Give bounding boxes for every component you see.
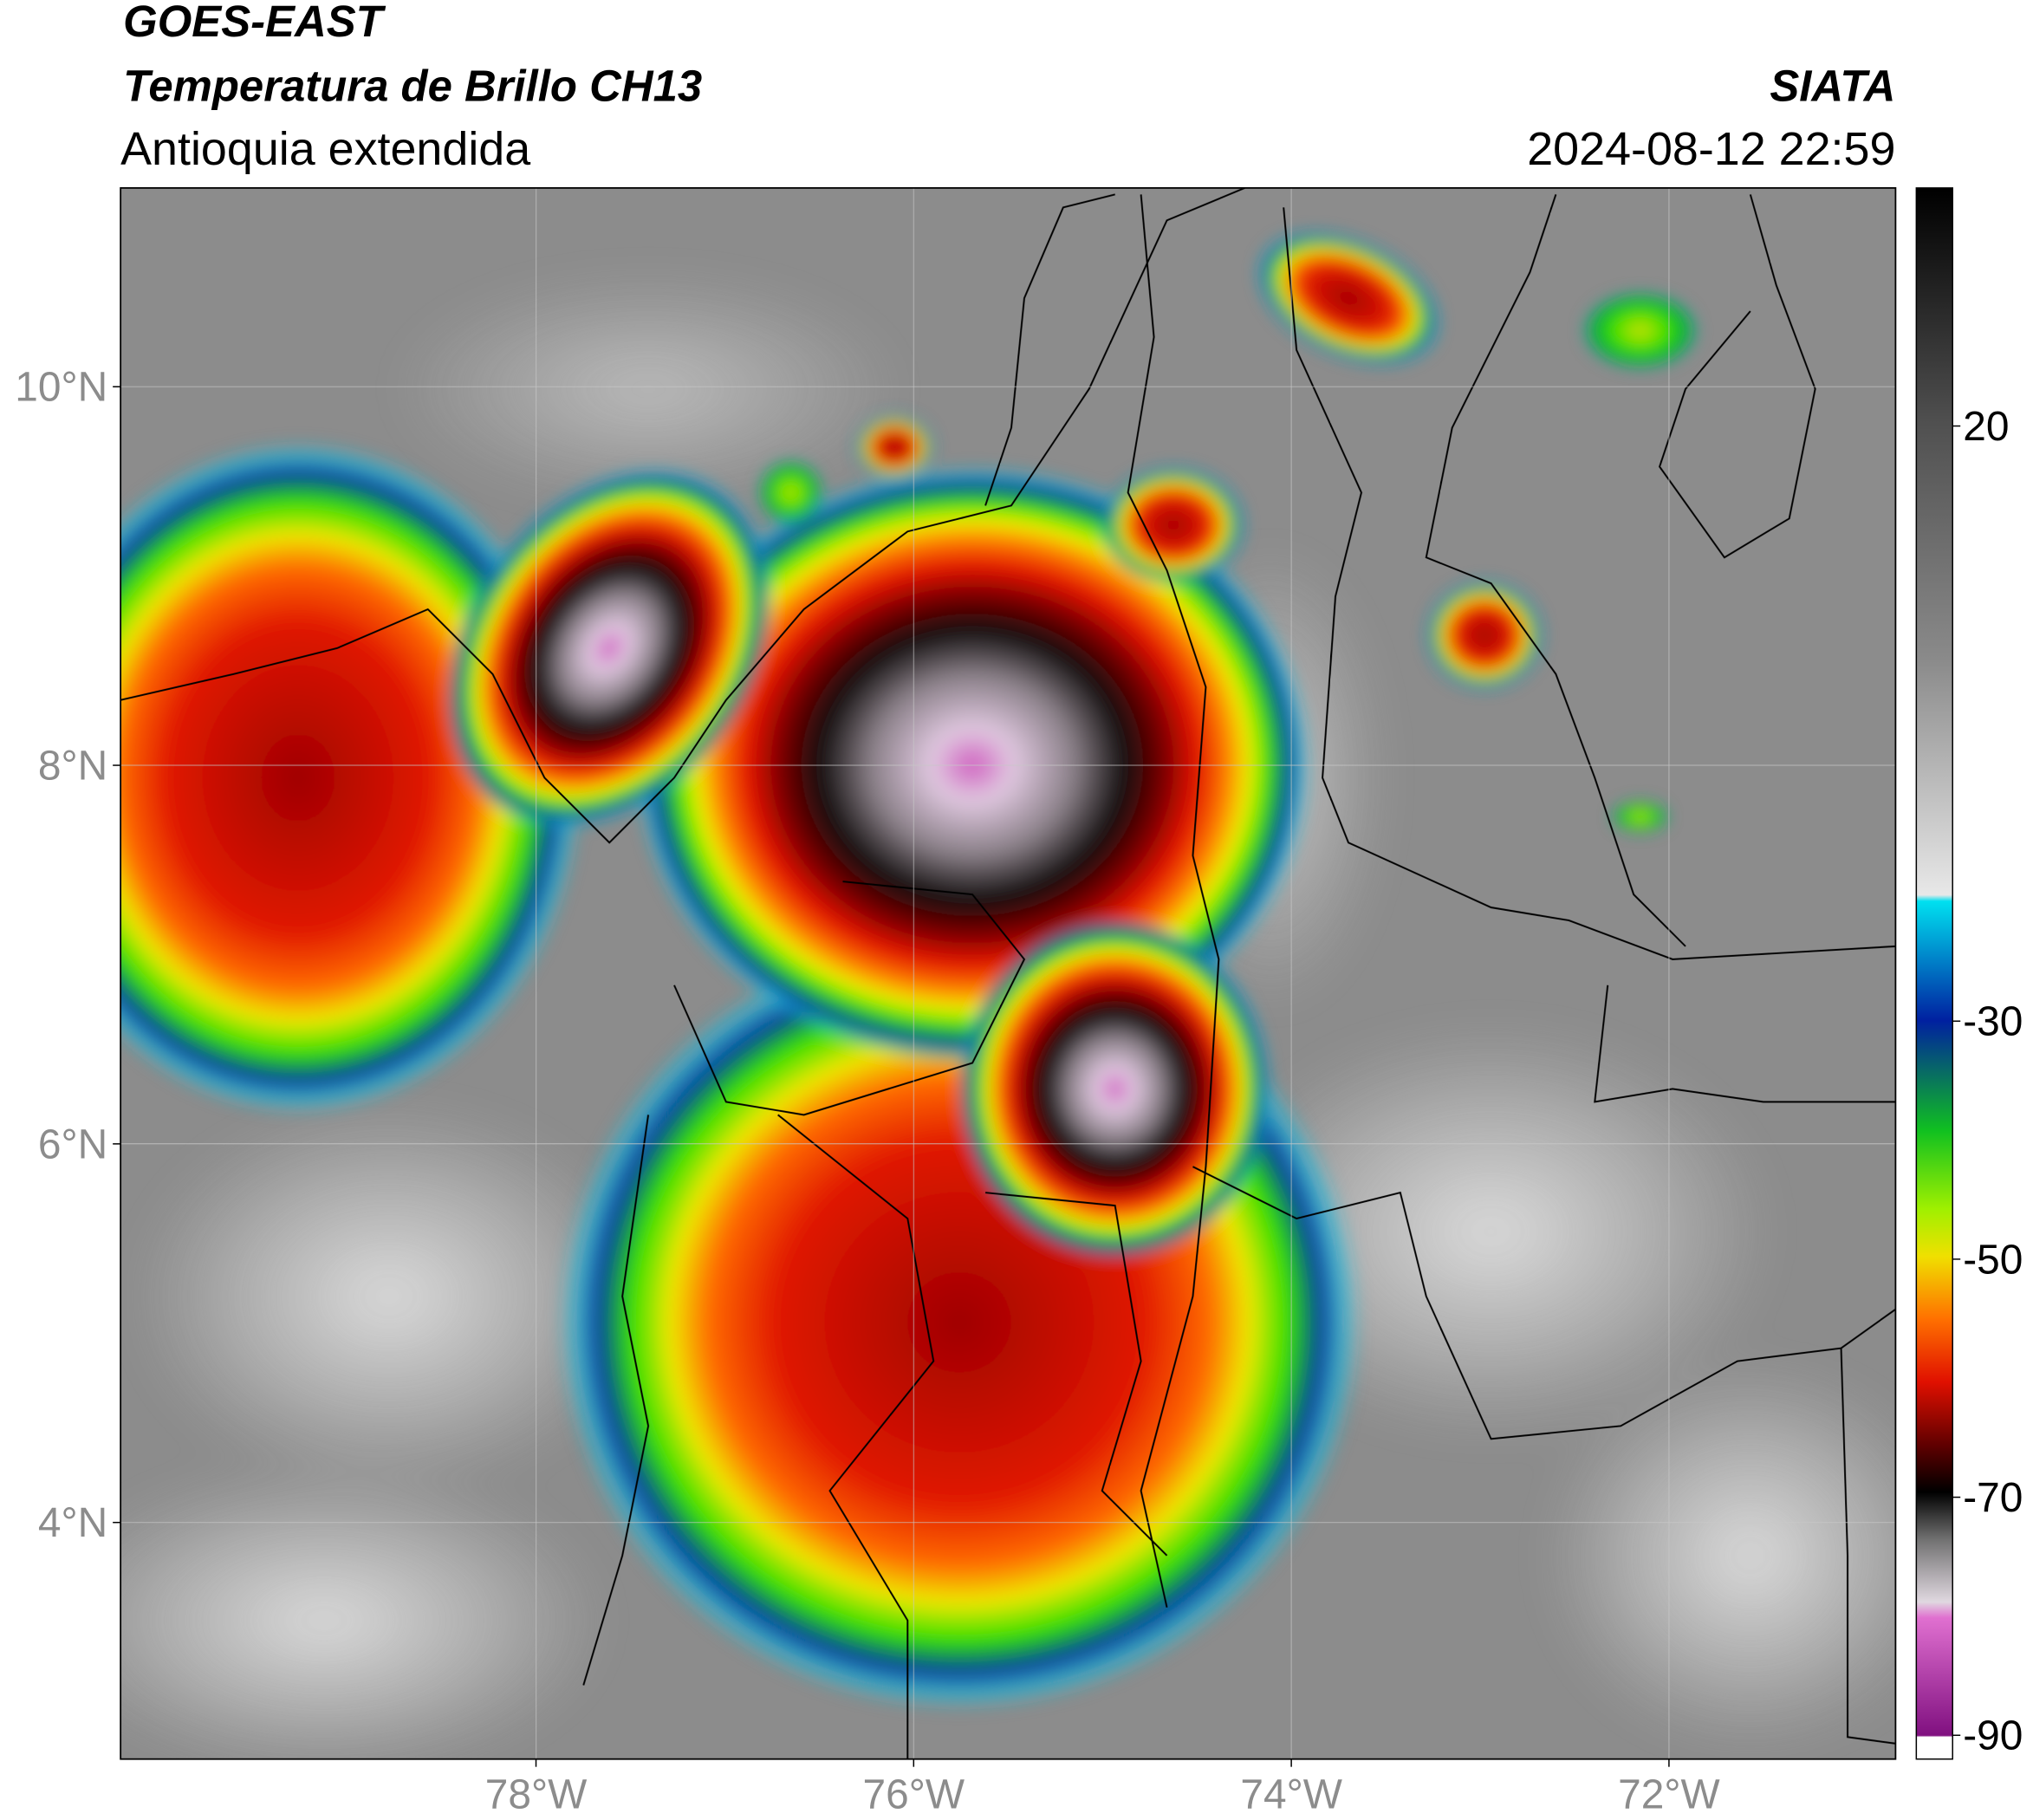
colorbar bbox=[1915, 187, 1953, 1760]
lat-tick-label: 10°N bbox=[15, 365, 107, 411]
subtitle: Temperatura de Brillo CH13 bbox=[123, 62, 702, 111]
graticule: 10°N 8°N 6°N 4°N 78°W 76°W 74°W 72°W bbox=[15, 187, 1896, 1818]
datetime: 2024-08-12 22:59 bbox=[1527, 123, 1895, 175]
plot-frame bbox=[120, 186, 1897, 1760]
colorbar-tick-label: -70 bbox=[1963, 1475, 2023, 1521]
agency: SIATA bbox=[1770, 62, 1895, 111]
colorbar-tick-label: 20 bbox=[1963, 404, 2009, 450]
lat-tick-label: 8°N bbox=[38, 743, 107, 789]
colorbar-tick-label: -90 bbox=[1963, 1713, 2023, 1759]
lon-tick-label: 74°W bbox=[1240, 1772, 1342, 1818]
lat-tick-label: 6°N bbox=[38, 1121, 107, 1167]
lon-tick-label: 72°W bbox=[1618, 1772, 1720, 1818]
colorbar-tick-label: -50 bbox=[1963, 1237, 2023, 1283]
borders bbox=[120, 187, 1896, 1759]
lon-tick-label: 76°W bbox=[863, 1772, 965, 1818]
title: GOES-EAST bbox=[123, 0, 386, 46]
lon-tick-label: 78°W bbox=[485, 1772, 588, 1818]
satellite-image bbox=[120, 187, 1896, 1759]
colorbar-tick-label: -30 bbox=[1963, 999, 2023, 1045]
colorbar-ticks: 20 -30 -50 -70 -90 bbox=[1952, 404, 2023, 1759]
region: Antioquia extendida bbox=[120, 123, 530, 175]
lat-tick-label: 4°N bbox=[38, 1500, 107, 1546]
